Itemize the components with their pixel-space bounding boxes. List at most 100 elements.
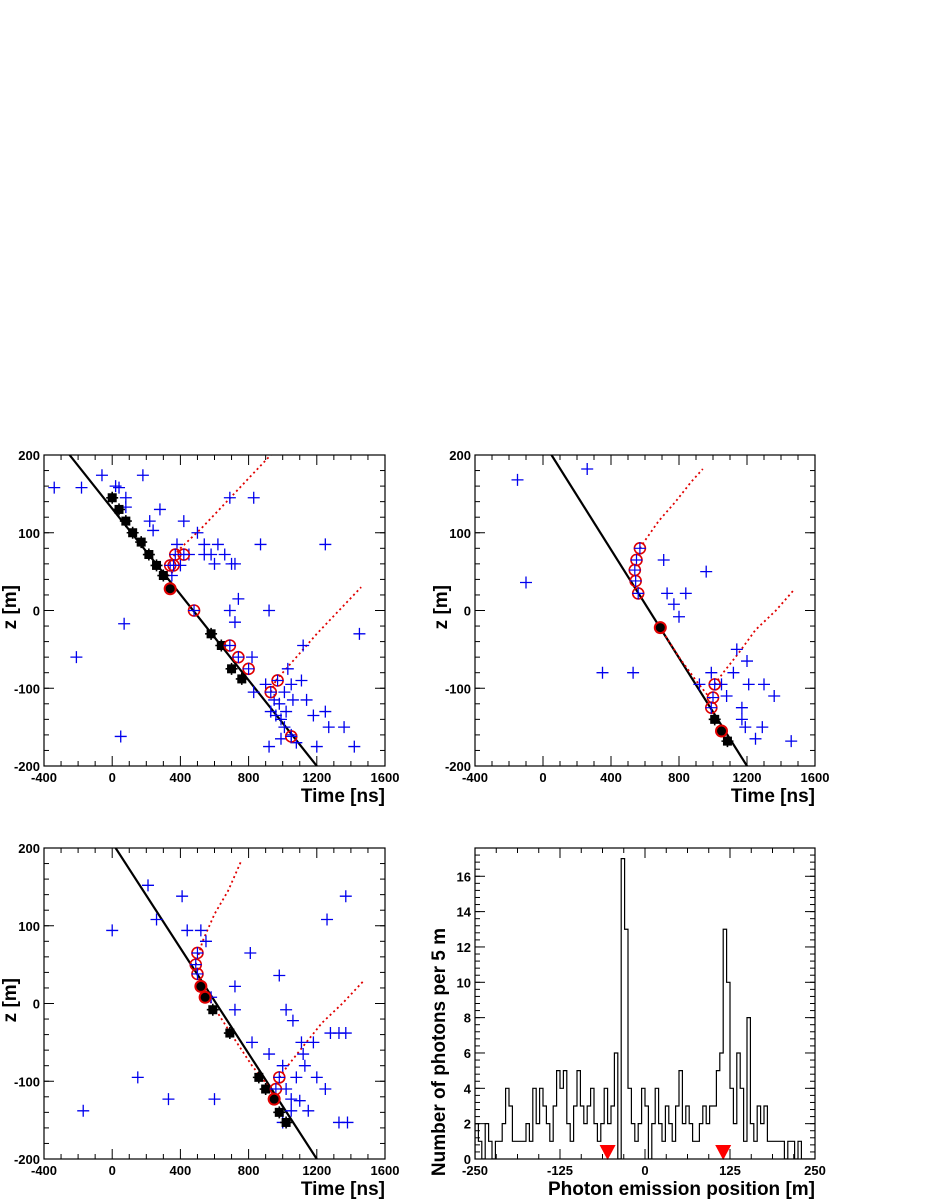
hit-marker-blue <box>218 548 231 561</box>
hit-marker-blue <box>295 1036 308 1049</box>
hit-marker-blue <box>278 686 291 699</box>
hit-marker-blue <box>147 524 160 537</box>
hit-marker-blue <box>756 721 769 734</box>
x-tick-label: 400 <box>600 770 622 785</box>
hit-marker-blue <box>162 1093 175 1106</box>
cherenkov-curve-3 <box>269 680 277 693</box>
hit-marker-blue <box>263 1048 276 1061</box>
hit-marker-blue <box>153 503 166 516</box>
hit-marker-blue <box>286 693 299 706</box>
hit-marker-blue <box>307 709 320 722</box>
hit-marker-blue <box>339 1027 352 1040</box>
hit-marker-blue <box>727 666 740 679</box>
y-tick-label: -100 <box>14 681 40 696</box>
y-tick-label: -100 <box>14 1074 40 1089</box>
hit-marker-blue <box>353 627 366 640</box>
hit-marker-blue <box>679 587 692 600</box>
x-tick-label: 400 <box>170 770 192 785</box>
plot-area <box>511 455 798 766</box>
cherenkov-curve-0 <box>194 859 243 965</box>
hit-marker-blue <box>48 481 61 494</box>
hit-marker-blue <box>339 890 352 903</box>
hit-marker-blue <box>263 604 276 617</box>
hit-marker-red-filled <box>267 1092 281 1106</box>
panel-bottom-right-histogram: -250 -125 0 125 250 0 2 4 6 8 10 12 14 16 Photon emiss… <box>429 847 826 1199</box>
hit-marker-blue <box>228 980 241 993</box>
y-tick-label: 200 <box>18 448 40 463</box>
hit-marker-blue <box>150 913 163 926</box>
hit-marker-blue <box>785 735 798 748</box>
hit-marker-blue <box>673 610 685 623</box>
x-tick-label: 0 <box>539 770 546 785</box>
hit-marker-blue <box>259 678 272 691</box>
hit-marker-blue <box>223 491 236 504</box>
hit-marker-blue <box>297 639 310 652</box>
hit-marker-blue <box>177 515 190 528</box>
position-marker-1 <box>715 1145 732 1160</box>
hit-marker-blue <box>77 1104 90 1117</box>
hit-marker-blue <box>657 553 670 566</box>
hit-marker-blue <box>705 666 718 679</box>
y-tick-label: 100 <box>18 919 40 934</box>
histogram-bins <box>475 858 815 1159</box>
x-tick-label: 1600 <box>801 770 830 785</box>
x-tick-label: 800 <box>238 1163 260 1178</box>
hit-marker-blue <box>735 713 748 726</box>
hit-marker-blue <box>194 924 207 937</box>
y-tick-label: 4 <box>464 1081 472 1096</box>
hit-marker-blue <box>109 480 122 493</box>
hit-marker-blue <box>278 721 291 734</box>
hit-marker-blue <box>136 469 149 482</box>
hit-marker-blue <box>106 924 119 937</box>
y-tick-label: 8 <box>464 1011 471 1026</box>
hit-marker-blue <box>228 557 241 570</box>
hit-marker-blue <box>322 721 335 734</box>
y-tick-label: 200 <box>18 841 40 856</box>
hit-marker-blue <box>263 740 276 753</box>
hit-marker-blue <box>310 740 323 753</box>
hit-marker-blue <box>276 1059 289 1072</box>
x-tick-label: 0 <box>109 770 116 785</box>
cherenkov-curve-2 <box>659 627 713 701</box>
panel-top-left: -400 0 400 800 1200 1600 200 100 0 -100 -200 Time [… <box>0 448 399 807</box>
hit-marker-blue <box>273 697 286 710</box>
x-tick-label: -400 <box>31 1163 57 1178</box>
hit-marker-blue <box>293 1094 306 1107</box>
plot-frame <box>43 847 386 1160</box>
x-axis-title: Time [ns] <box>301 786 385 807</box>
hit-marker-blue <box>95 469 108 482</box>
hit-marker-blue <box>297 1048 310 1061</box>
hit-marker-blue <box>661 587 674 600</box>
hit-marker-blue <box>285 678 298 691</box>
hit-marker-blue <box>302 1104 315 1117</box>
hit-marker-blue <box>319 538 332 551</box>
y-tick-label: 0 <box>33 997 40 1012</box>
plot-area <box>77 848 364 1159</box>
x-tick-label: 0 <box>109 1163 116 1178</box>
hit-marker-blue <box>749 732 762 745</box>
plot-frame <box>474 454 816 767</box>
x-tick-label: 1200 <box>302 770 331 785</box>
y-tick-label: -200 <box>14 1152 40 1167</box>
hit-marker-blue <box>307 1036 320 1049</box>
x-tick-label: 800 <box>668 770 690 785</box>
hit-marker-red-filled <box>163 582 177 596</box>
cherenkov-curve-1 <box>278 981 364 1078</box>
x-tick-label: -400 <box>462 770 488 785</box>
hit-marker-blue <box>596 666 609 679</box>
hit-marker-red-filled <box>653 621 667 635</box>
hit-marker-blue <box>142 879 155 892</box>
hit-marker-blue <box>244 946 257 959</box>
y-tick-label: -200 <box>445 759 471 774</box>
hit-marker-red-filled <box>194 979 208 993</box>
x-tick-label: 250 <box>804 1163 826 1178</box>
hit-marker-blue <box>264 705 277 718</box>
hit-marker-blue <box>319 1083 332 1096</box>
hit-marker-blue <box>700 565 713 578</box>
hit-marker-blue <box>298 1059 311 1072</box>
y-tick-label: 10 <box>457 975 471 990</box>
hit-marker-blue <box>735 701 748 714</box>
hit-marker-blue <box>338 721 351 734</box>
x-axis-title: Photon emission position [m] <box>548 1179 815 1199</box>
x-tick-label: -400 <box>31 770 57 785</box>
